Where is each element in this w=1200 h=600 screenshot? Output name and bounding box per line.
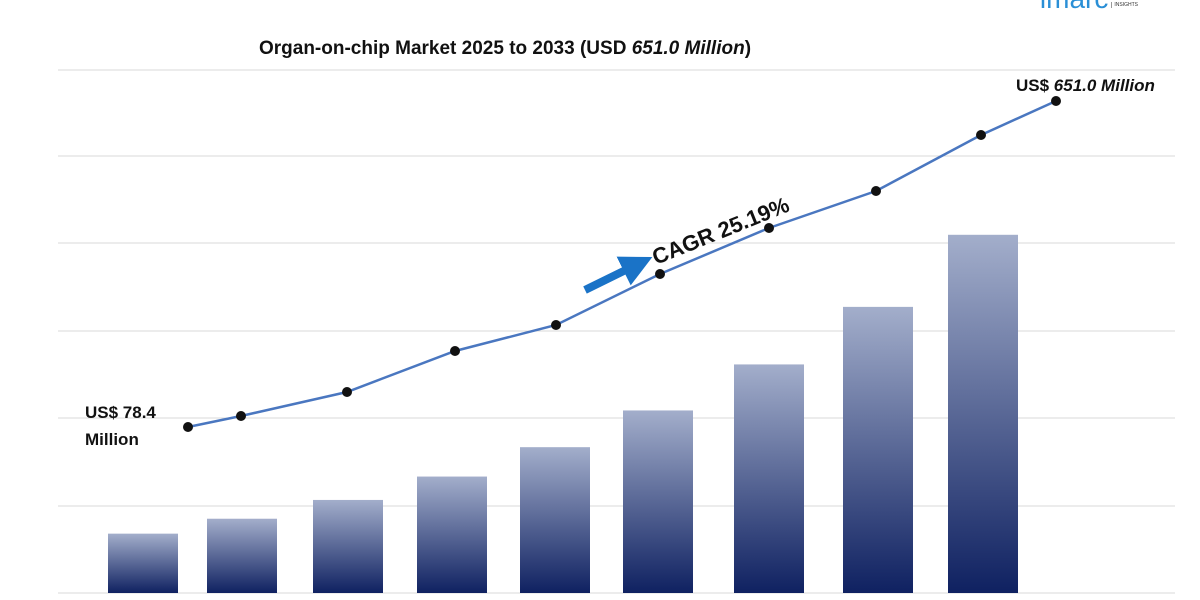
bar-2025: [108, 533, 178, 593]
logo-tagline: INSIGHTS: [1111, 2, 1138, 8]
chart-title-value: 651.0 Million: [631, 38, 745, 59]
line-point-8: [976, 130, 986, 140]
line-point-1: [236, 411, 246, 421]
bar-2029: [520, 447, 590, 593]
line-point-6: [764, 223, 774, 233]
line-point-5: [655, 269, 665, 279]
start-value-label-line2: Million: [85, 430, 139, 449]
imarc-logo: imarc INSIGHTS: [1040, 0, 1138, 13]
line-point-2: [342, 387, 352, 397]
line-point-0: [183, 422, 193, 432]
chart-title: Organ-on-chip Market 2025 to 2033 (USD 6…: [0, 38, 1010, 60]
end-value-label: US$ 651.0 Million: [1016, 76, 1155, 95]
bar-2028: [417, 476, 487, 593]
start-value-label: US$ 78.4: [85, 403, 156, 422]
line-point-9: [1051, 96, 1061, 106]
line-point-7: [871, 186, 881, 196]
chart-title-suffix: ): [744, 38, 752, 59]
bar-2027: [313, 499, 383, 593]
bar-2030: [623, 410, 693, 593]
logo-wordmark: imarc: [1040, 0, 1108, 13]
line-point-3: [450, 346, 460, 356]
bar-2032: [843, 306, 913, 593]
end-value-prefix: US$: [1016, 76, 1054, 95]
bar-2026: [207, 518, 277, 593]
chart-title-prefix: Organ-on-chip Market 2025 to 2033 (USD: [258, 38, 632, 59]
end-value-number: 651.0 Million: [1054, 76, 1155, 95]
bar-2033: [948, 234, 1018, 593]
growth-line: [187, 99, 1057, 429]
cagr-arrow: [583, 256, 653, 294]
line-point-4: [551, 320, 561, 330]
bar-2031: [734, 364, 804, 593]
